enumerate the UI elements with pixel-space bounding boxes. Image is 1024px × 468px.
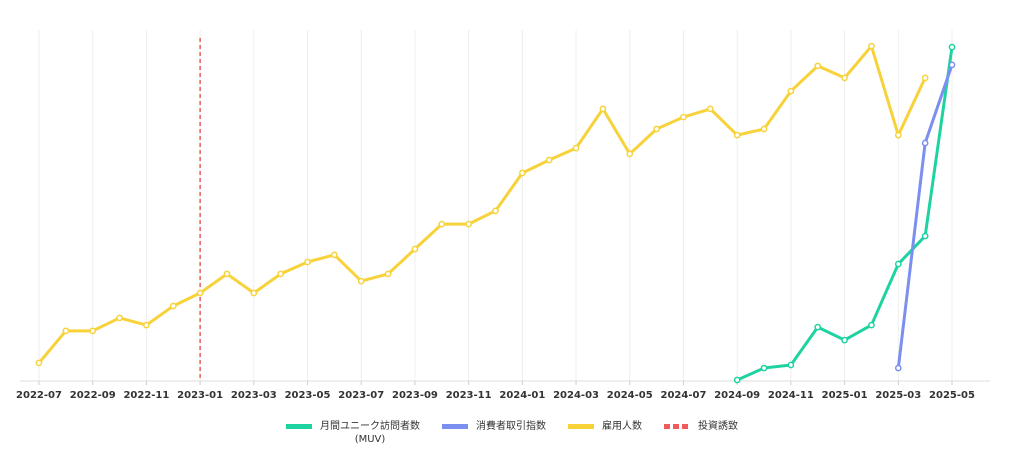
legend-swatch	[568, 424, 594, 429]
point	[143, 321, 150, 329]
point	[277, 270, 285, 278]
x-tick-label: 2025-05	[929, 390, 975, 401]
legend-swatch	[286, 424, 312, 429]
point	[894, 131, 902, 139]
legend: 月間ユニーク訪問者数 (MUV) 消費者取引指数 雇用人数 投資誘致	[0, 420, 1024, 446]
legend-item: 投資誘致	[664, 420, 738, 446]
point	[304, 258, 311, 266]
x-tick-label: 2024-07	[661, 390, 707, 401]
point	[787, 361, 795, 369]
point	[948, 61, 956, 69]
point	[921, 139, 929, 147]
legend-label: 雇用人数	[602, 421, 642, 432]
point	[250, 289, 258, 297]
x-tick-label: 2023-07	[338, 390, 384, 401]
point	[814, 323, 822, 331]
x-tick-label: 2023-01	[177, 390, 223, 401]
x-tick-label: 2024-03	[553, 390, 599, 401]
point	[760, 125, 768, 133]
x-tick-label: 2023-11	[446, 390, 492, 401]
point	[545, 156, 553, 164]
legend-label: 月間ユニーク訪問者数 (MUV)	[320, 421, 420, 445]
x-tick-label: 2024-01	[499, 390, 545, 401]
point	[626, 150, 634, 158]
x-tick-label: 2023-05	[285, 390, 331, 401]
x-tick-label: 2024-05	[607, 390, 653, 401]
x-tick-label: 2024-11	[768, 390, 814, 401]
point	[116, 314, 123, 322]
point	[868, 321, 875, 329]
point	[196, 289, 204, 297]
series-line	[37, 44, 927, 364]
point	[62, 327, 70, 335]
point	[384, 270, 392, 278]
point	[680, 113, 687, 121]
point	[787, 87, 795, 95]
x-tick-label: 2025-03	[875, 390, 921, 401]
point	[169, 302, 177, 310]
legend-label: 投資誘致	[698, 421, 738, 432]
legend-item: 消費者取引指数	[442, 420, 546, 446]
x-tick-label: 2022-07	[16, 390, 62, 401]
point	[706, 105, 714, 113]
point	[733, 131, 741, 139]
point	[841, 336, 848, 344]
chart: 2022-07 2022-09 2022-11 2023-01 2023-03 2023-…	[16, 30, 990, 401]
point	[921, 232, 929, 240]
x-tick-label: 2023-09	[392, 390, 438, 401]
x-tick-label: 2022-09	[70, 390, 116, 401]
point	[572, 144, 580, 152]
point	[519, 169, 526, 177]
point	[868, 42, 875, 50]
x-tick-label: 2022-11	[123, 390, 169, 401]
point	[653, 125, 660, 133]
legend-label: 消費者取引指数	[476, 421, 546, 432]
x-tick-label: 2024-09	[714, 390, 760, 401]
point	[599, 105, 607, 113]
legend-item: 月間ユニーク訪問者数 (MUV)	[286, 420, 420, 446]
point	[411, 245, 419, 253]
point	[492, 207, 499, 215]
legend-swatch	[664, 424, 690, 429]
legend-item: 雇用人数	[568, 420, 642, 446]
legend-swatch	[442, 424, 468, 429]
point	[331, 251, 338, 259]
point	[438, 220, 446, 228]
point	[894, 364, 902, 372]
point	[733, 376, 741, 384]
point	[841, 74, 848, 82]
x-tick-label: 2025-01	[822, 390, 868, 401]
x-tick-label: 2023-03	[231, 390, 277, 401]
point	[223, 270, 231, 278]
point	[35, 359, 43, 367]
point	[948, 43, 956, 51]
point	[760, 364, 768, 372]
point	[357, 277, 365, 285]
point	[894, 260, 902, 268]
point	[465, 220, 472, 228]
point	[921, 74, 929, 82]
point	[814, 62, 822, 70]
point	[89, 327, 97, 335]
